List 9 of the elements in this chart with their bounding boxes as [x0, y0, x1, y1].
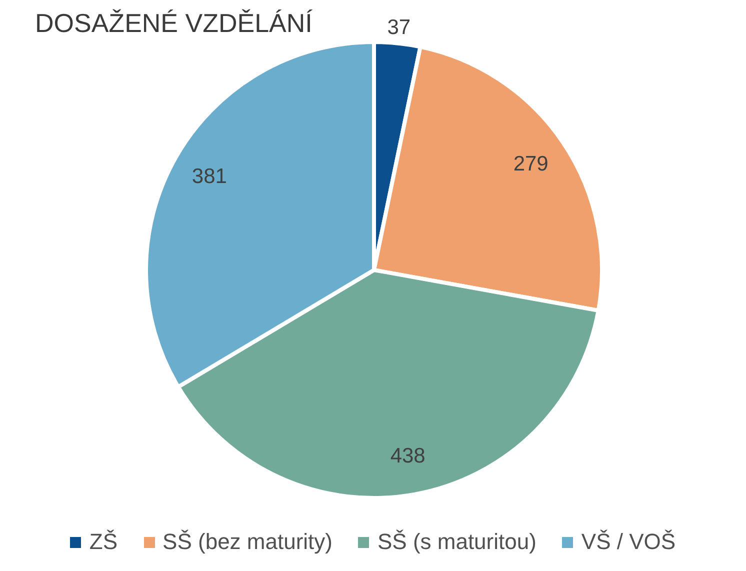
legend-label: ZŠ: [89, 529, 118, 555]
data-label: 438: [390, 444, 426, 468]
legend-label: SŠ (s maturitou): [377, 529, 536, 555]
data-label: 279: [513, 152, 548, 176]
legend-label: SŠ (bez maturity): [162, 529, 332, 555]
chart-title: DOSAŽENÉ VZDĚLÁNÍ: [35, 8, 314, 38]
data-label: 381: [192, 165, 227, 188]
data-label: 37: [387, 16, 411, 39]
legend-label: VŠ / VOŠ: [581, 529, 676, 555]
